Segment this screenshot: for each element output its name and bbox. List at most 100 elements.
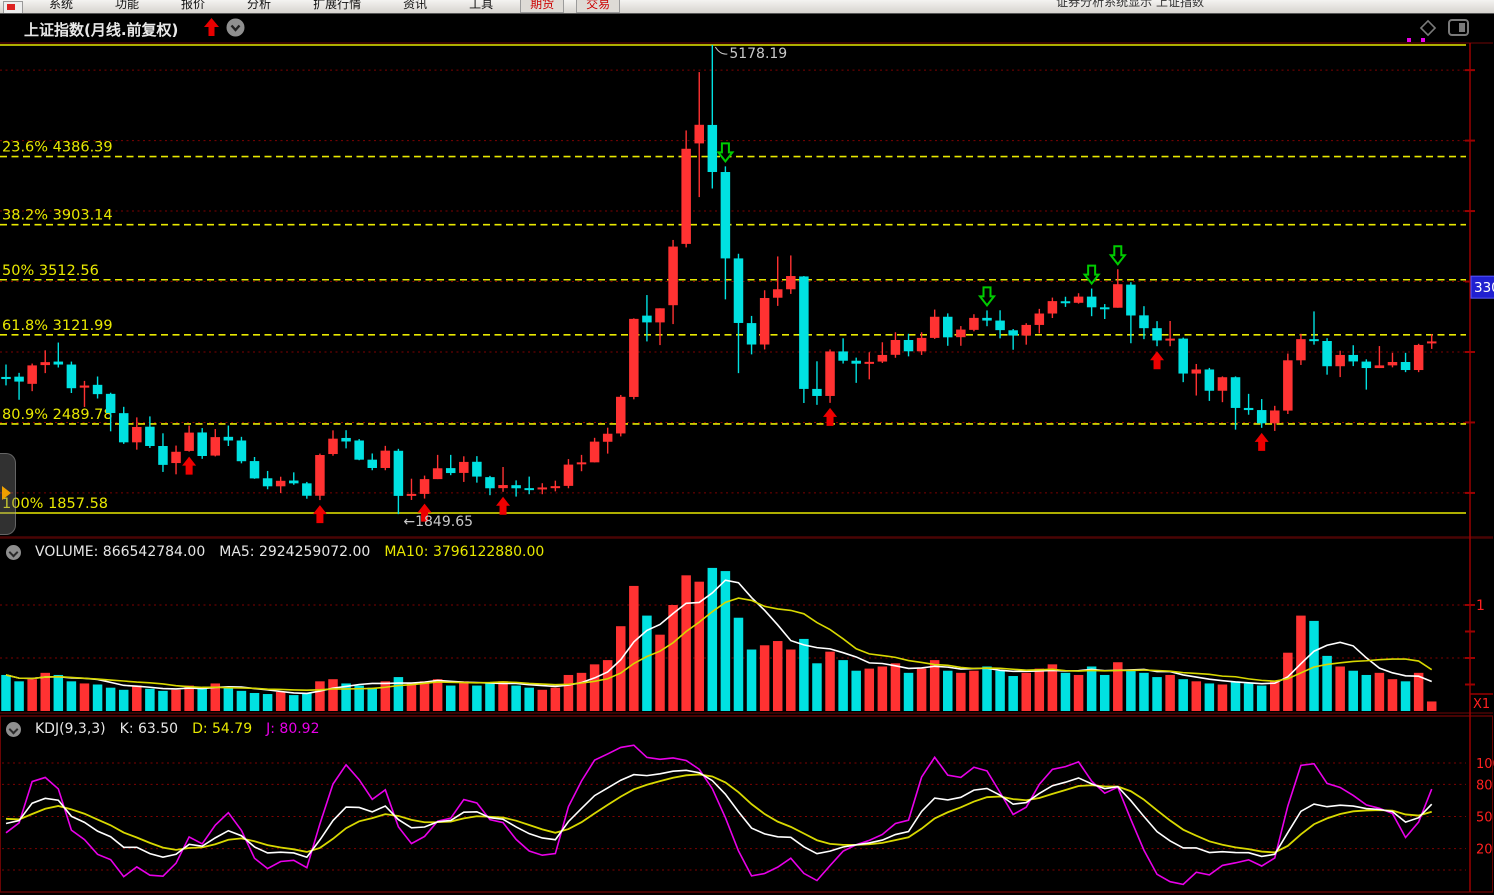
kdj-axis-label-20: 20 — [1476, 843, 1493, 858]
candle-body-15 — [197, 432, 207, 457]
candle-body-78 — [1021, 324, 1031, 336]
candle-body-58 — [759, 298, 770, 345]
candle-body-100 — [1309, 339, 1319, 342]
volume-bar-13 — [171, 689, 181, 711]
diamond-tool-icon[interactable] — [1418, 18, 1438, 38]
menu-item-7[interactable]: 期货 — [520, 0, 565, 13]
menu-right-text: 证券分析系统显示 上证指数 — [1056, 0, 1204, 9]
split-window-icon[interactable] — [1448, 18, 1470, 38]
candle-body-80 — [1047, 301, 1058, 314]
volume-bar-42 — [550, 687, 561, 711]
volume-bar-29 — [380, 681, 391, 711]
volume-bar-61 — [799, 638, 809, 711]
candle-body-61 — [799, 276, 809, 389]
volume-ma10-line — [5, 597, 1433, 692]
candle-body-10 — [132, 426, 142, 443]
menu-item-0[interactable]: 系统 — [49, 0, 74, 11]
volume-bar-66 — [864, 668, 875, 711]
candle-body-59 — [772, 289, 783, 298]
candle-body-2 — [27, 365, 37, 384]
volume-value-label: VOLUME: 866542784.00 — [35, 544, 206, 560]
candle-body-37 — [485, 477, 495, 489]
volume-bar-103 — [1348, 670, 1358, 711]
volume-bar-75 — [982, 666, 992, 711]
high-marker-label: 5178.19 — [729, 46, 787, 62]
volume-bar-3 — [40, 672, 50, 711]
volume-bar-65 — [851, 670, 861, 711]
high-marker-arrow — [714, 46, 728, 55]
menu-item-5[interactable]: 资讯 — [403, 0, 428, 11]
candle-body-83 — [1086, 296, 1097, 308]
sidebar-flyout-handle[interactable] — [0, 453, 16, 535]
candle-body-106 — [1387, 361, 1398, 366]
price-box-label: 3300 — [1474, 280, 1494, 296]
volume-bar-77 — [1008, 676, 1018, 711]
buy-signal-arrow — [182, 456, 197, 475]
app-logo-icon[interactable] — [3, 1, 23, 13]
volume-bar-18 — [236, 690, 247, 711]
buy-signal-arrow — [1254, 432, 1269, 451]
buy-signal-arrow — [496, 496, 511, 515]
volume-bar-8 — [105, 687, 116, 711]
volume-bar-71 — [929, 660, 940, 711]
candle-body-28 — [367, 459, 377, 468]
menu-item-1[interactable]: 功能 — [115, 0, 140, 11]
volume-bar-53 — [694, 581, 704, 711]
volume-bar-4 — [53, 674, 64, 711]
volume-bar-104 — [1361, 674, 1372, 711]
candle-body-63 — [825, 351, 835, 396]
volume-bar-47 — [616, 626, 626, 711]
candle-body-81 — [1060, 301, 1071, 304]
volume-bar-15 — [197, 687, 207, 711]
menu-item-4[interactable]: 扩展行情 — [313, 0, 362, 11]
candle-body-38 — [498, 485, 508, 489]
candle-body-54 — [707, 124, 718, 173]
buy-signal-arrow — [823, 407, 838, 426]
volume-bar-30 — [393, 677, 404, 711]
candle-body-70 — [916, 337, 927, 352]
volume-bar-11 — [145, 688, 155, 711]
candle-body-52 — [681, 148, 691, 244]
volume-bar-106 — [1387, 679, 1398, 711]
candle-body-3 — [40, 362, 50, 366]
collapse-chevron-icon[interactable] — [226, 18, 245, 37]
candle-body-74 — [969, 317, 979, 330]
candle-body-75 — [982, 317, 992, 321]
candle-body-27 — [354, 440, 364, 460]
volume-bar-101 — [1322, 655, 1332, 711]
volume-bar-5 — [66, 681, 77, 711]
buy-signal-arrow — [1150, 351, 1165, 370]
candle-body-5 — [66, 364, 77, 389]
candle-body-44 — [576, 462, 587, 465]
kdj-collapse-icon[interactable] — [6, 721, 21, 737]
volume-bar-108 — [1413, 672, 1424, 711]
candle-body-55 — [720, 172, 731, 259]
volume-bar-98 — [1283, 652, 1293, 711]
menu-item-8[interactable]: 交易 — [576, 0, 621, 13]
volume-ma10-label: MA10: 3796122880.00 — [384, 544, 545, 560]
volume-collapse-icon[interactable] — [6, 544, 21, 560]
menu-item-2[interactable]: 报价 — [181, 0, 206, 11]
candle-body-24 — [315, 455, 325, 496]
volume-bar-63 — [825, 651, 835, 711]
candle-body-35 — [459, 461, 469, 473]
candle-body-16 — [210, 437, 221, 456]
volume-bar-31 — [406, 683, 417, 711]
volume-bar-44 — [576, 672, 587, 711]
volume-bar-57 — [746, 649, 757, 711]
candle-body-42 — [550, 486, 561, 489]
menu-item-6[interactable]: 工具 — [469, 0, 494, 11]
volume-bar-64 — [838, 660, 848, 711]
volume-bar-72 — [943, 670, 953, 711]
volume-bar-14 — [184, 685, 194, 711]
menu-item-3[interactable]: 分析 — [247, 0, 272, 11]
candle-body-105 — [1374, 365, 1385, 369]
candle-body-45 — [589, 441, 600, 463]
candle-body-85 — [1113, 284, 1123, 308]
volume-bar-48 — [629, 585, 639, 711]
candle-body-69 — [903, 340, 914, 352]
candle-body-57 — [746, 323, 757, 345]
candle-body-6 — [79, 385, 90, 388]
candle-body-47 — [616, 396, 626, 434]
